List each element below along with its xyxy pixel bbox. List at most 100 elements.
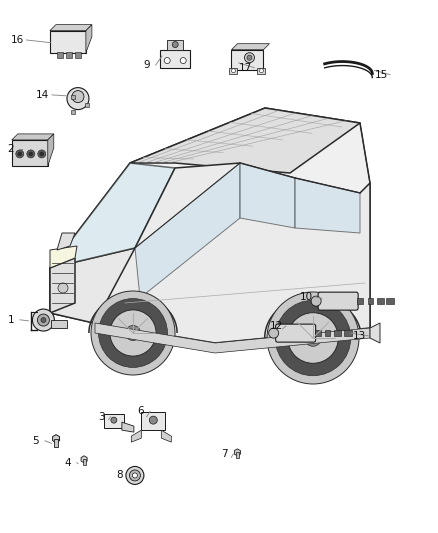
- Bar: [50, 30, 86, 53]
- Polygon shape: [122, 422, 134, 432]
- Circle shape: [91, 291, 175, 375]
- Bar: [85, 103, 89, 107]
- Polygon shape: [161, 430, 171, 442]
- Bar: [344, 330, 352, 336]
- Text: 16: 16: [11, 35, 24, 45]
- Bar: [258, 68, 265, 74]
- Circle shape: [259, 69, 264, 72]
- Circle shape: [267, 292, 359, 384]
- FancyBboxPatch shape: [318, 292, 358, 310]
- Polygon shape: [135, 163, 240, 298]
- Circle shape: [16, 150, 24, 158]
- Text: 4: 4: [64, 458, 71, 467]
- Polygon shape: [370, 323, 380, 343]
- Circle shape: [99, 298, 167, 367]
- Polygon shape: [51, 320, 67, 328]
- Text: 1: 1: [7, 315, 14, 325]
- Bar: [325, 330, 330, 336]
- Circle shape: [180, 58, 186, 63]
- Polygon shape: [295, 178, 360, 233]
- Circle shape: [125, 326, 141, 341]
- Text: 14: 14: [36, 90, 49, 100]
- Polygon shape: [130, 108, 360, 173]
- Bar: [314, 330, 321, 336]
- Polygon shape: [50, 108, 370, 343]
- Bar: [71, 95, 75, 99]
- Bar: [104, 414, 124, 428]
- Text: 13: 13: [353, 331, 366, 341]
- Circle shape: [126, 466, 144, 484]
- Bar: [386, 298, 394, 304]
- Bar: [160, 50, 190, 68]
- Text: 6: 6: [138, 407, 145, 416]
- Polygon shape: [50, 258, 75, 313]
- Circle shape: [38, 150, 46, 158]
- Text: 8: 8: [116, 471, 123, 480]
- Bar: [71, 110, 75, 115]
- Circle shape: [268, 328, 279, 338]
- Polygon shape: [50, 163, 175, 268]
- Bar: [230, 68, 237, 74]
- Circle shape: [244, 53, 254, 63]
- Polygon shape: [53, 434, 60, 442]
- Text: 3: 3: [98, 412, 105, 422]
- Polygon shape: [48, 134, 54, 166]
- Circle shape: [40, 152, 44, 156]
- Polygon shape: [50, 248, 135, 328]
- Circle shape: [164, 58, 170, 63]
- Polygon shape: [50, 246, 77, 268]
- Text: 9: 9: [143, 60, 150, 70]
- Circle shape: [41, 318, 46, 322]
- Circle shape: [29, 152, 33, 156]
- Bar: [83, 459, 85, 465]
- Bar: [167, 39, 183, 50]
- Circle shape: [305, 330, 321, 346]
- Circle shape: [231, 69, 236, 72]
- Circle shape: [149, 416, 157, 424]
- Text: 7: 7: [221, 449, 228, 459]
- Text: 10: 10: [300, 292, 313, 302]
- Bar: [75, 52, 81, 58]
- Bar: [57, 52, 63, 58]
- Polygon shape: [231, 44, 269, 50]
- Circle shape: [32, 309, 54, 331]
- Polygon shape: [81, 456, 87, 463]
- Circle shape: [311, 296, 321, 306]
- Circle shape: [132, 473, 138, 478]
- Polygon shape: [86, 25, 92, 53]
- Polygon shape: [95, 163, 370, 343]
- Circle shape: [247, 55, 252, 60]
- Circle shape: [37, 314, 49, 326]
- Circle shape: [110, 310, 156, 356]
- Text: 12: 12: [270, 321, 283, 331]
- Circle shape: [58, 283, 68, 293]
- Bar: [141, 412, 165, 430]
- Polygon shape: [12, 134, 54, 140]
- Circle shape: [275, 300, 351, 376]
- Polygon shape: [131, 430, 141, 442]
- Polygon shape: [95, 323, 370, 353]
- Circle shape: [67, 87, 89, 110]
- Circle shape: [27, 150, 35, 158]
- Bar: [357, 298, 363, 304]
- Bar: [334, 330, 341, 336]
- Circle shape: [129, 470, 141, 481]
- Bar: [12, 140, 48, 166]
- FancyBboxPatch shape: [276, 324, 316, 342]
- Circle shape: [18, 152, 22, 156]
- Polygon shape: [50, 25, 92, 30]
- Circle shape: [288, 313, 338, 364]
- Bar: [377, 298, 384, 304]
- Text: 15: 15: [374, 70, 388, 79]
- Bar: [236, 453, 239, 458]
- Circle shape: [172, 42, 178, 47]
- Bar: [66, 52, 72, 58]
- Bar: [54, 439, 58, 447]
- Polygon shape: [57, 233, 75, 250]
- Circle shape: [111, 417, 117, 423]
- Text: 5: 5: [32, 436, 39, 446]
- Polygon shape: [234, 449, 240, 456]
- Polygon shape: [240, 163, 295, 228]
- Circle shape: [72, 91, 84, 103]
- Text: 2: 2: [7, 144, 14, 154]
